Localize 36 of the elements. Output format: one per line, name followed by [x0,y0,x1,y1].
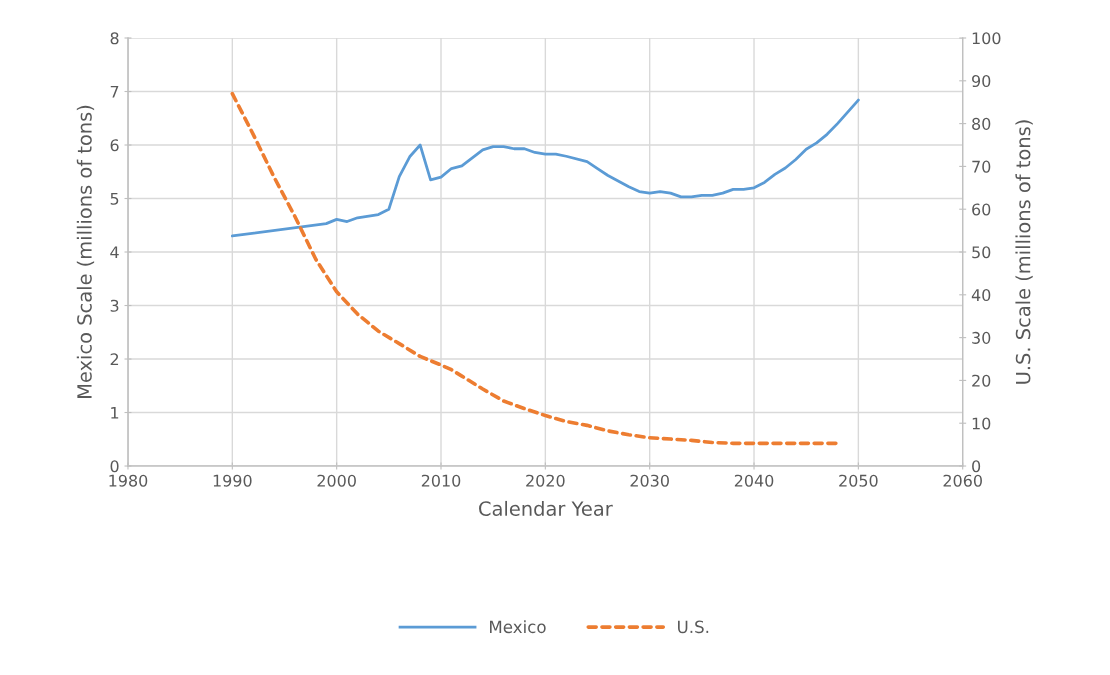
x-axis-title: Calendar Year [479,500,613,516]
y2-axis-title: U.S. Scale (millions of tons) [1015,120,1033,384]
y2-tick-label: 0 [972,460,981,473]
y-tick-label: 3 [110,299,119,312]
y2-tick-label: 80 [972,117,991,130]
x-tick-label: 2010 [421,474,461,487]
y-tick-label: 7 [110,85,119,98]
y-tick-label: 5 [110,192,119,205]
x-tick-label: 2030 [630,474,669,487]
y-tick-label: 4 [110,246,119,259]
y2-tick-label: 20 [972,374,991,387]
x-tick-label: 2000 [317,474,356,487]
line-series [230,98,860,238]
x-tick-label: 1990 [213,474,252,487]
y-tick-label: 1 [111,406,119,419]
y2-tick-label: 50 [972,246,991,259]
legend-label: U.S. [678,620,709,634]
y-tick-label: 6 [110,139,119,152]
y-tick-label: 0 [110,460,119,473]
y2-tick-label: 100 [972,32,1001,45]
y-axis-title: Mexico Scale (millions of tons) [76,105,95,398]
x-tick-label: 1980 [109,474,148,487]
y2-tick-label: 60 [972,203,991,216]
y2-tick-label: 40 [971,289,991,302]
legend-label: Mexico [490,620,546,634]
y2-tick-label: 10 [972,417,991,430]
x-tick-label: 2060 [943,474,982,487]
y2-tick-label: 30 [972,331,991,344]
y2-tick-label: 90 [972,75,991,88]
x-tick-label: 2020 [526,474,565,487]
y2-tick-label: 70 [972,160,991,173]
y-tick-label: 8 [110,32,119,45]
y-tick-label: 2 [110,353,119,366]
line-series [230,91,840,446]
x-tick-label: 2050 [839,474,878,487]
x-tick-label: 2040 [734,474,774,487]
